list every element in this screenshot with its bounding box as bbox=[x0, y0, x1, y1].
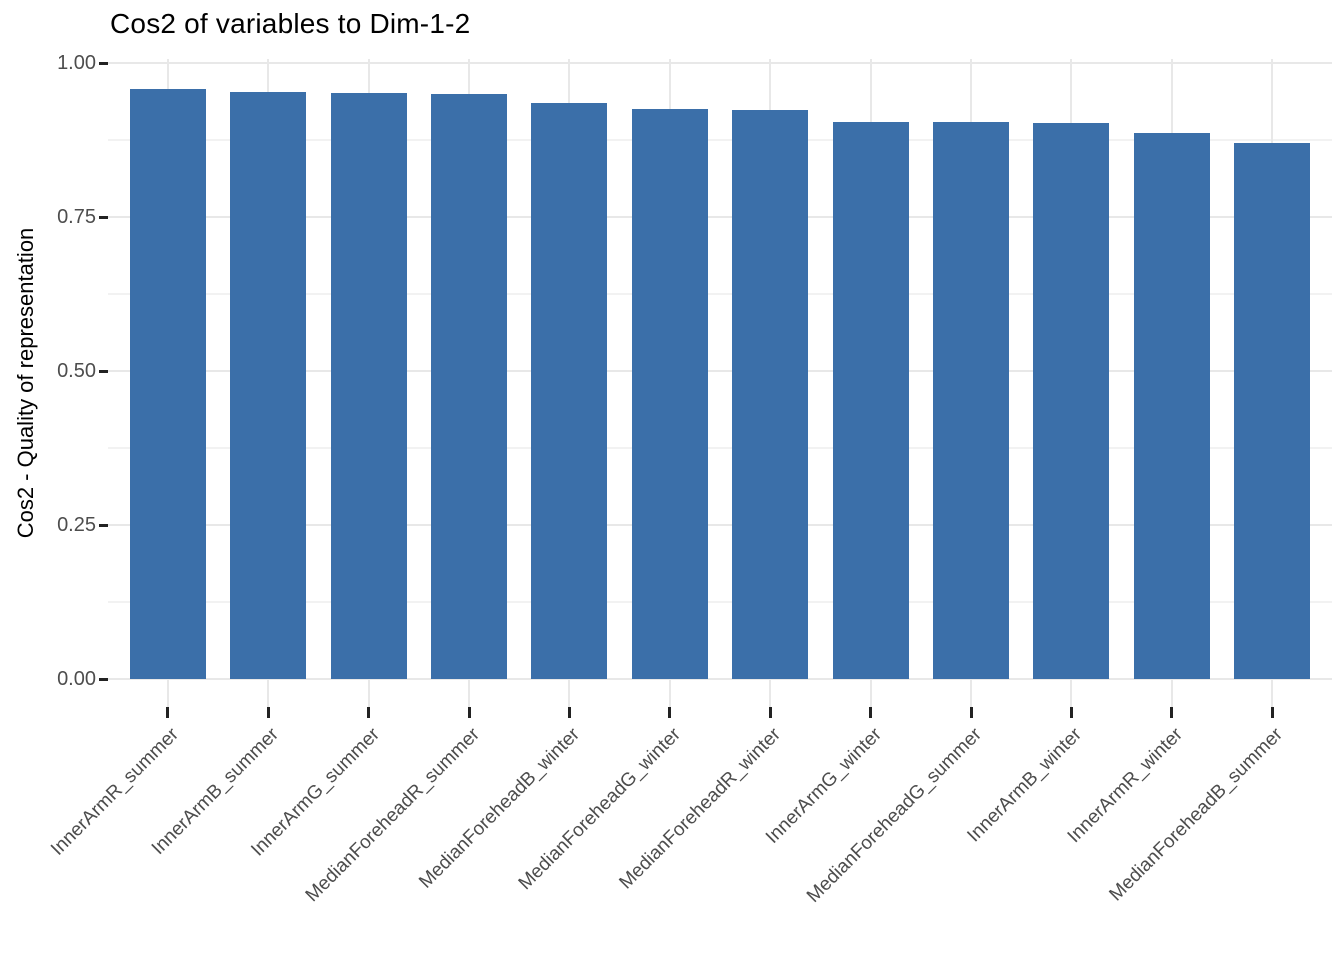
y-tick-label: 1.00 bbox=[57, 52, 96, 74]
y-tick-mark bbox=[99, 677, 108, 681]
y-tick-mark bbox=[99, 523, 108, 527]
bar bbox=[732, 109, 809, 679]
x-tick-mark bbox=[768, 707, 772, 718]
x-tick-mark bbox=[467, 707, 471, 718]
y-tick-label: 0.25 bbox=[57, 514, 96, 536]
chart-title: Cos2 of variables to Dim-1-2 bbox=[110, 8, 471, 39]
bar bbox=[431, 94, 507, 679]
bar bbox=[631, 108, 708, 679]
bar bbox=[1033, 122, 1110, 679]
x-tick-mark bbox=[668, 707, 672, 718]
minor-gridline bbox=[108, 293, 1332, 295]
x-tick-mark bbox=[1270, 707, 1274, 718]
x-tick-mark bbox=[1170, 707, 1174, 718]
major-gridline bbox=[108, 678, 1332, 680]
y-tick-mark bbox=[99, 61, 108, 65]
major-gridline bbox=[108, 524, 1332, 526]
major-gridline bbox=[108, 370, 1332, 372]
y-tick-label: 0.75 bbox=[57, 206, 96, 228]
y-tick-label: 0.50 bbox=[57, 360, 96, 382]
x-tick-mark bbox=[869, 707, 873, 718]
x-tick-mark bbox=[367, 707, 371, 718]
y-axis-title: Cos2 - Quality of representation bbox=[13, 227, 38, 539]
bar bbox=[933, 122, 1009, 679]
bar bbox=[1234, 143, 1311, 679]
x-tick-mark bbox=[166, 707, 170, 718]
bar bbox=[230, 91, 307, 679]
x-tick-mark bbox=[1069, 707, 1073, 718]
bar bbox=[330, 93, 407, 679]
minor-gridline bbox=[108, 447, 1332, 449]
bar bbox=[531, 103, 608, 679]
plot-panel bbox=[108, 59, 1332, 708]
x-tick-mark bbox=[266, 707, 270, 718]
major-gridline bbox=[108, 216, 1332, 218]
major-gridline bbox=[108, 62, 1332, 64]
y-tick-label: 0.00 bbox=[57, 668, 96, 690]
bar bbox=[129, 88, 206, 679]
bar bbox=[1133, 132, 1210, 679]
bar bbox=[832, 121, 909, 679]
x-tick-mark bbox=[567, 707, 571, 718]
minor-gridline bbox=[108, 601, 1332, 603]
y-tick-mark bbox=[99, 215, 108, 219]
minor-gridline bbox=[108, 139, 1332, 141]
y-tick-mark bbox=[99, 369, 108, 373]
x-tick-mark bbox=[969, 707, 973, 718]
